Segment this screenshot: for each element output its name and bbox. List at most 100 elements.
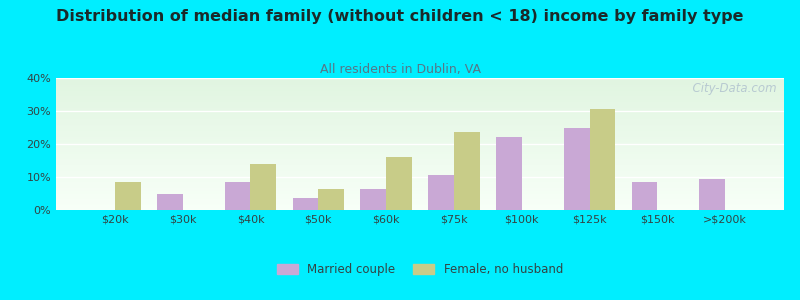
Bar — [56, 130, 784, 131]
Bar — [56, 110, 784, 111]
Bar — [56, 185, 784, 186]
Bar — [56, 78, 784, 79]
Bar — [386, 157, 412, 210]
Bar — [56, 195, 784, 196]
Bar — [56, 145, 784, 146]
Bar — [56, 96, 784, 97]
Bar — [56, 105, 784, 106]
Bar — [56, 180, 784, 181]
Bar — [56, 169, 784, 170]
Bar — [250, 164, 276, 210]
Bar — [56, 92, 784, 93]
Bar — [56, 117, 784, 118]
Bar — [56, 129, 784, 130]
Bar — [56, 115, 784, 116]
Bar — [56, 209, 784, 210]
Bar — [56, 193, 784, 194]
Bar — [56, 139, 784, 140]
Bar — [56, 143, 784, 144]
Bar — [56, 108, 784, 109]
Bar — [56, 155, 784, 156]
Bar — [56, 191, 784, 192]
Bar — [360, 188, 386, 210]
Legend: Married couple, Female, no husband: Married couple, Female, no husband — [272, 258, 568, 281]
Bar — [56, 205, 784, 206]
Bar — [56, 172, 784, 173]
Bar — [56, 165, 784, 166]
Bar — [428, 175, 454, 210]
Bar — [56, 173, 784, 174]
Bar — [56, 162, 784, 163]
Bar — [56, 176, 784, 177]
Bar — [56, 136, 784, 137]
Bar — [56, 170, 784, 171]
Bar — [56, 81, 784, 82]
Bar — [56, 119, 784, 120]
Text: City-Data.com: City-Data.com — [685, 82, 777, 95]
Bar — [56, 85, 784, 86]
Bar — [56, 157, 784, 158]
Bar — [56, 179, 784, 180]
Bar — [56, 132, 784, 133]
Bar — [56, 128, 784, 129]
Bar — [56, 87, 784, 88]
Bar — [56, 122, 784, 123]
Bar — [56, 114, 784, 115]
Bar — [56, 148, 784, 149]
Bar — [454, 132, 480, 210]
Bar — [56, 98, 784, 99]
Bar — [225, 182, 250, 210]
Bar — [56, 200, 784, 201]
Bar — [56, 196, 784, 197]
Bar — [56, 175, 784, 176]
Bar — [56, 123, 784, 124]
Bar — [56, 125, 784, 126]
Bar — [56, 147, 784, 148]
Bar — [56, 144, 784, 145]
Bar — [56, 138, 784, 139]
Bar — [56, 151, 784, 152]
Bar — [56, 158, 784, 159]
Bar — [699, 178, 725, 210]
Bar — [56, 93, 784, 94]
Bar — [293, 199, 318, 210]
Bar — [56, 95, 784, 96]
Bar — [56, 174, 784, 175]
Bar — [56, 126, 784, 127]
Bar — [56, 168, 784, 169]
Bar — [56, 109, 784, 110]
Bar — [56, 113, 784, 114]
Bar — [631, 182, 658, 210]
Bar — [56, 102, 784, 103]
Bar — [56, 187, 784, 188]
Bar — [56, 206, 784, 207]
Bar — [56, 82, 784, 83]
Bar — [115, 182, 141, 210]
Bar — [56, 199, 784, 200]
Bar — [56, 146, 784, 147]
Bar — [56, 190, 784, 191]
Bar — [56, 150, 784, 151]
Bar — [56, 153, 784, 154]
Bar — [56, 154, 784, 155]
Bar — [56, 203, 784, 204]
Bar — [56, 118, 784, 119]
Bar — [56, 142, 784, 143]
Bar — [56, 186, 784, 187]
Bar — [56, 88, 784, 89]
Bar — [56, 141, 784, 142]
Bar — [56, 106, 784, 107]
Bar — [56, 188, 784, 189]
Bar — [56, 94, 784, 95]
Bar — [564, 128, 590, 210]
Bar — [56, 124, 784, 125]
Bar — [56, 164, 784, 165]
Bar — [56, 90, 784, 91]
Bar — [318, 188, 344, 210]
Bar — [56, 120, 784, 121]
Bar — [590, 109, 615, 210]
Bar — [56, 183, 784, 184]
Bar — [56, 83, 784, 84]
Bar — [56, 116, 784, 117]
Bar — [56, 79, 784, 80]
